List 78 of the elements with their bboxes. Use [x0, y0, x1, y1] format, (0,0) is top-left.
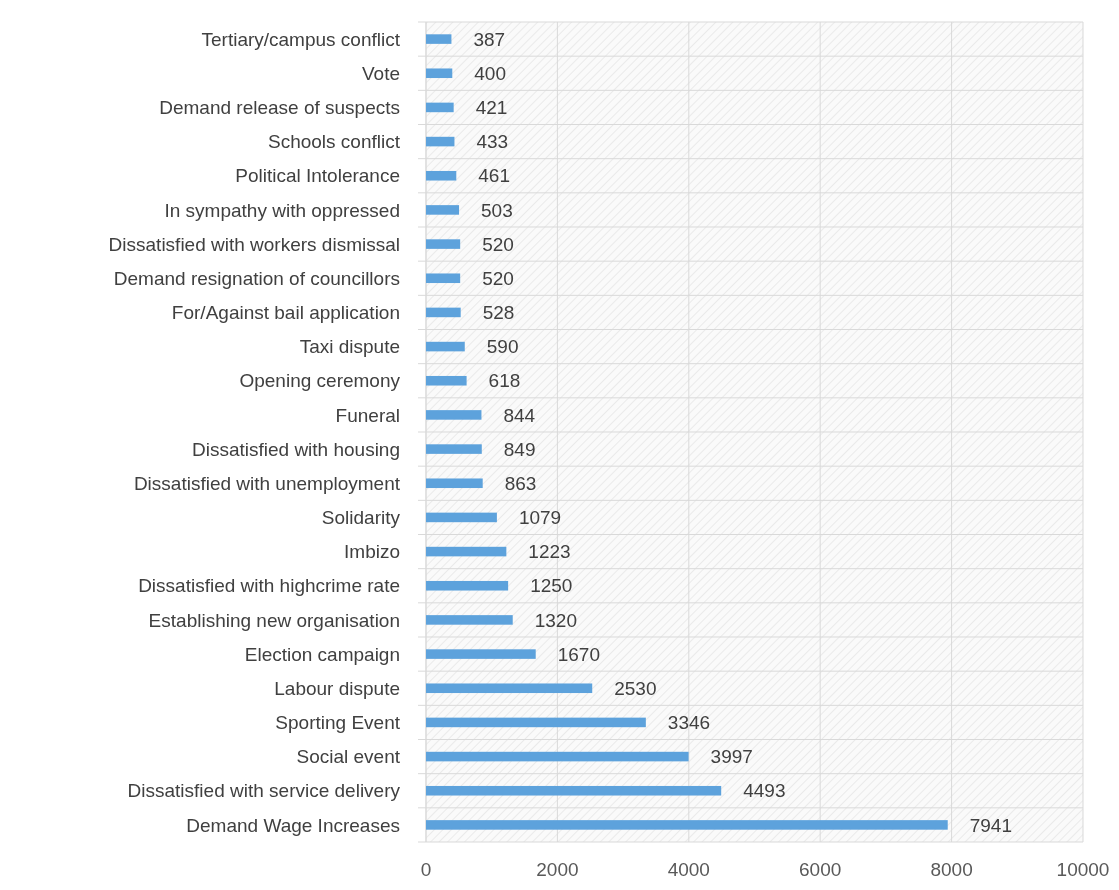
data-label: 590 — [486, 336, 519, 358]
data-label: 3997 — [710, 746, 753, 768]
y-tick-label: Demand resignation of councillors — [113, 267, 400, 289]
bar — [426, 546, 507, 557]
bar — [426, 820, 948, 830]
data-label: 520 — [482, 267, 514, 289]
bar — [426, 341, 465, 352]
data-label: 1250 — [530, 575, 573, 597]
y-tick-label: Demand release of suspects — [159, 97, 400, 119]
y-tick-label: In sympathy with oppressed — [164, 199, 400, 221]
bar — [426, 649, 536, 659]
y-tick-label: Funeral — [335, 404, 400, 426]
data-label: 528 — [482, 302, 515, 324]
data-label: 400 — [474, 62, 506, 84]
y-tick-label: Establishing new organisation — [148, 609, 400, 631]
x-tick-label: 8000 — [930, 859, 973, 880]
data-label: 387 — [473, 28, 506, 50]
data-label: 4493 — [743, 780, 786, 802]
bar — [426, 580, 509, 591]
bar — [426, 375, 467, 386]
y-tick-label: Vote — [361, 62, 400, 84]
y-tick-label: Social event — [296, 746, 401, 768]
bar — [426, 615, 513, 625]
bar — [426, 512, 497, 523]
y-tick-label: Dissatisfied with highcrime rate — [138, 575, 400, 597]
data-label: 849 — [503, 438, 536, 460]
data-label: 421 — [475, 97, 508, 119]
bar — [426, 34, 452, 44]
data-label: 7941 — [969, 814, 1012, 836]
data-label: 3346 — [667, 712, 711, 734]
bar — [426, 717, 646, 728]
y-tick-label: Dissatisfied with workers dismissal — [108, 233, 400, 255]
bar — [426, 102, 454, 113]
y-tick-label: Dissatisfied with unemployment — [133, 472, 401, 494]
y-tick-label: For/Against bail application — [171, 302, 400, 324]
y-tick-label: Dissatisfied with housing — [191, 438, 400, 460]
bar — [426, 273, 461, 284]
bar — [426, 68, 453, 79]
y-tick-label: Sporting Event — [275, 712, 401, 734]
bar — [426, 205, 460, 215]
bar — [426, 478, 483, 489]
data-label: 1320 — [534, 609, 578, 631]
data-label: 1223 — [528, 541, 571, 563]
bar — [426, 170, 457, 181]
y-tick-label: Dissatisfied with service delivery — [127, 780, 401, 802]
data-label: 503 — [481, 199, 513, 221]
y-tick-label: Taxi dispute — [299, 336, 400, 358]
bar — [426, 683, 593, 694]
bar — [426, 444, 482, 454]
y-tick-label: Solidarity — [321, 507, 401, 529]
data-label: 618 — [488, 370, 521, 392]
x-tick-label: 0 — [420, 859, 432, 880]
data-label: 433 — [476, 131, 509, 153]
y-tick-label: Political Intolerance — [235, 165, 400, 187]
bar — [426, 136, 455, 147]
bar — [426, 239, 461, 249]
bar — [426, 751, 689, 762]
y-tick-label: Opening ceremony — [239, 370, 401, 392]
x-tick-label: 2000 — [536, 859, 579, 880]
data-label: 520 — [482, 233, 514, 255]
y-tick-label: Schools conflict — [267, 131, 401, 153]
data-label: 844 — [503, 404, 536, 426]
y-tick-label: Imbizo — [344, 541, 400, 563]
data-label: 863 — [504, 472, 537, 494]
y-tick-label: Labour dispute — [274, 677, 400, 699]
x-tick-label: 6000 — [799, 859, 842, 880]
y-tick-label: Demand Wage Increases — [186, 814, 400, 836]
data-label: 1670 — [557, 643, 600, 665]
x-tick-label: 4000 — [667, 859, 710, 880]
y-tick-label: Tertiary/campus conflict — [201, 28, 401, 50]
bar — [426, 307, 461, 318]
data-label: 1079 — [518, 507, 562, 529]
y-tick-label: Election campaign — [244, 643, 400, 665]
data-label: 2530 — [614, 677, 657, 699]
x-tick-label: 10000 — [1056, 859, 1110, 880]
bar — [426, 785, 722, 796]
bar — [426, 410, 482, 420]
data-label: 461 — [478, 165, 510, 187]
